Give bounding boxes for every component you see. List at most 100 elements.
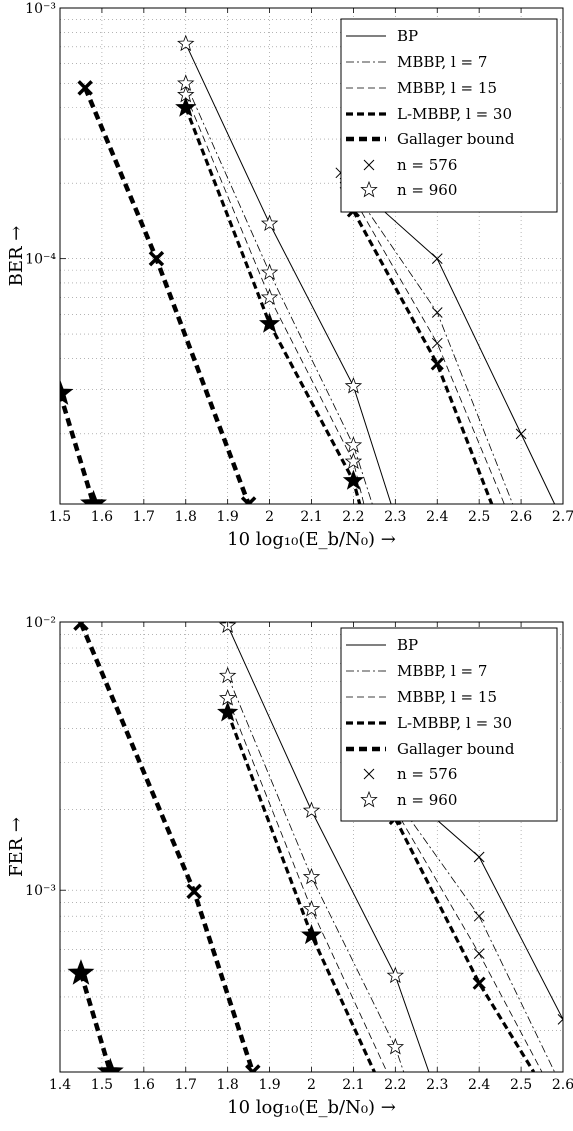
point-star: [218, 666, 237, 684]
legend-marker-x: [363, 768, 375, 780]
x-tick-label: 2.3: [384, 509, 406, 525]
series-line: [227, 675, 405, 1072]
y-axis-label: FER →: [6, 817, 27, 877]
point-star: [302, 899, 321, 917]
legend-label: MBBP, l = 15: [397, 688, 497, 706]
point-star: [344, 452, 363, 470]
point-x: [148, 250, 165, 267]
point-star: [260, 214, 279, 231]
legend-label: L-MBBP, l = 30: [397, 105, 512, 123]
series-line: [78, 622, 255, 1072]
point-x: [431, 253, 443, 265]
series-line: [83, 87, 251, 504]
point-star: [217, 701, 239, 722]
x-tick-label: 2: [307, 1077, 316, 1093]
x-tick-label: 1.5: [49, 509, 71, 525]
point-star: [302, 801, 321, 819]
point-star: [218, 622, 237, 633]
series-line: [344, 183, 505, 504]
point-star: [175, 96, 197, 117]
point-star: [60, 379, 74, 405]
point-star: [258, 312, 281, 333]
legend-label: MBBP, l = 7: [397, 662, 487, 680]
point-x: [186, 883, 202, 900]
x-tick-label: 2.2: [384, 1077, 406, 1093]
point-x: [472, 976, 486, 990]
legend-label: MBBP, l = 15: [397, 79, 497, 97]
x-axis-label: 10 log₁₀(E_b/N₀) →: [227, 1097, 396, 1118]
point-x: [73, 622, 89, 631]
point-star: [386, 966, 405, 984]
legend-label: L-MBBP, l = 30: [397, 714, 512, 732]
point-x: [557, 1013, 563, 1025]
point-star: [386, 1037, 405, 1055]
legend-label: n = 576: [397, 765, 457, 783]
x-tick-label: 2.5: [510, 1077, 532, 1093]
y-tick-label: 10⁻⁴: [25, 252, 56, 268]
point-star: [342, 469, 365, 490]
x-tick-label: 2.6: [552, 1077, 573, 1093]
legend-label: BP: [397, 636, 418, 654]
legend-label: n = 960: [397, 791, 457, 809]
legend-marker-star: [360, 790, 378, 808]
x-axis-label: 10 log₁₀(E_b/N₀) →: [227, 529, 396, 550]
legend-label: n = 960: [397, 181, 457, 199]
point-x: [245, 1064, 261, 1072]
series-line: [394, 809, 543, 1072]
point-x: [431, 337, 443, 349]
y-tick-label: 10⁻³: [25, 1, 56, 17]
chart-panel: 1.4 1.5 1.6 1.7 1.8 1.9 2 2.1 2.2 2.3 2.4 2.5 2.6 10⁻…: [6, 615, 573, 1118]
y-tick-label: 10⁻²: [25, 615, 56, 631]
series-line: [78, 972, 113, 1072]
legend-box: [340, 627, 558, 822]
point-x: [77, 80, 93, 96]
x-tick-label: 1.8: [217, 1077, 239, 1093]
point-x: [473, 910, 485, 922]
point-star: [344, 436, 363, 453]
x-tick-label: 2.1: [300, 509, 322, 525]
point-star: [80, 489, 107, 504]
legend: BP MBBP, l = 7 MBBP, l = 15 L-MBBP, l = 30 G…: [340, 18, 558, 213]
x-tick-label: 2.6: [510, 509, 532, 525]
legend-label: BP: [397, 27, 418, 45]
x-tick-label: 1.9: [258, 1077, 280, 1093]
series-line: [185, 43, 392, 504]
point-x: [431, 307, 443, 318]
x-tick-label: 2: [265, 509, 274, 525]
point-star: [260, 263, 279, 280]
point-x: [240, 496, 257, 504]
x-tick-label: 1.6: [133, 1077, 155, 1093]
x-tick-label: 2.2: [342, 509, 364, 525]
point-star: [177, 34, 195, 52]
legend-label: Gallager bound: [397, 130, 515, 148]
point-star: [260, 288, 279, 305]
y-axis-label: BER →: [6, 226, 27, 287]
series-line: [351, 210, 494, 504]
point-star: [344, 377, 363, 394]
point-star: [67, 959, 95, 985]
series-line: [185, 83, 373, 504]
legend: BP MBBP, l = 7 MBBP, l = 15 L-MBBP, l = 30 G…: [340, 627, 558, 822]
y-tick-label: 10⁻³: [25, 883, 56, 899]
series-line: [394, 798, 555, 1072]
point-star: [96, 1057, 124, 1072]
x-tick-label: 2.1: [342, 1077, 364, 1093]
x-tick-label: 2.5: [468, 509, 490, 525]
series-line: [393, 817, 536, 1072]
x-tick-label: 1.6: [91, 509, 113, 525]
legend-label: Gallager bound: [397, 740, 515, 758]
legend-label: n = 576: [397, 156, 457, 174]
series-line: [340, 172, 556, 504]
x-tick-label: 2.7: [552, 509, 573, 525]
legend-label: MBBP, l = 7: [397, 53, 487, 71]
x-tick-label: 2.4: [468, 1077, 490, 1093]
x-tick-label: 1.7: [133, 509, 155, 525]
x-tick-label: 1.7: [175, 1077, 197, 1093]
x-tick-label: 2.3: [426, 1077, 448, 1093]
point-x: [473, 851, 485, 863]
series-line: [227, 625, 430, 1072]
series-line: [60, 392, 96, 504]
chart-panel: 1.5 1.6 1.7 1.8 1.9 2 2.1 2.2 2.3 2.4 2.5 2.6 2.7 10⁻…: [6, 1, 573, 550]
x-tick-label: 1.5: [91, 1077, 113, 1093]
